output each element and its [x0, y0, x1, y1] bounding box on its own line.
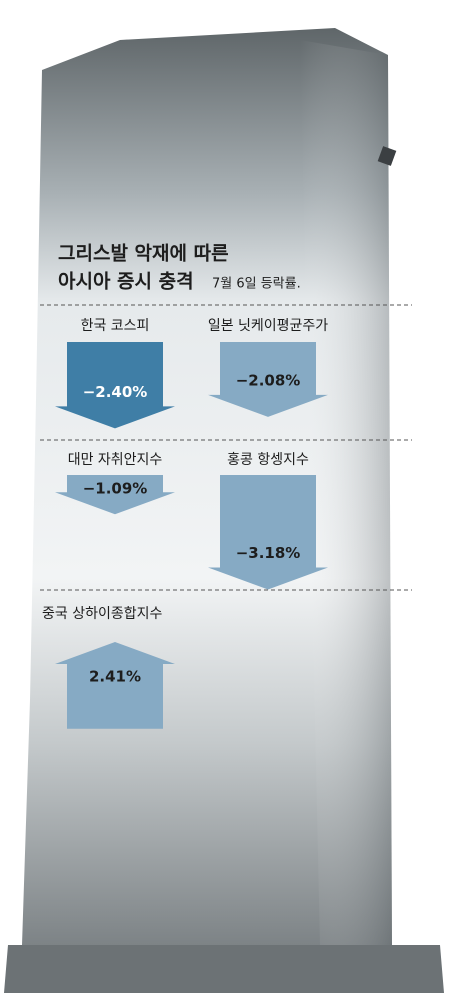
pillar-side	[300, 40, 392, 945]
value-label: −2.08%	[236, 371, 301, 389]
category-label: 일본 닛케이평균주가	[208, 318, 328, 334]
value-label: −3.18%	[236, 544, 301, 562]
title-line: 그리스발 악재에 따른	[58, 243, 229, 265]
value-label: 2.41%	[89, 668, 141, 686]
category-label: 중국 상하이종합지수	[42, 606, 162, 622]
category-label: 대만 자취안지수	[68, 452, 163, 468]
stone-chip	[377, 146, 397, 166]
title-line: 아시아 증시 충격	[58, 271, 194, 293]
arrow	[55, 475, 175, 515]
arrow	[55, 342, 175, 429]
value-label: −1.09%	[83, 480, 148, 498]
pillar-base	[4, 945, 444, 993]
value-label: −2.40%	[83, 383, 148, 401]
category-label: 한국 코스피	[81, 318, 150, 334]
subtitle: 7월 6일 등락률.	[212, 277, 301, 292]
category-label: 홍콩 항셍지수	[227, 452, 309, 468]
arrow	[208, 475, 328, 590]
arrow	[55, 642, 175, 729]
arrow	[208, 342, 328, 417]
